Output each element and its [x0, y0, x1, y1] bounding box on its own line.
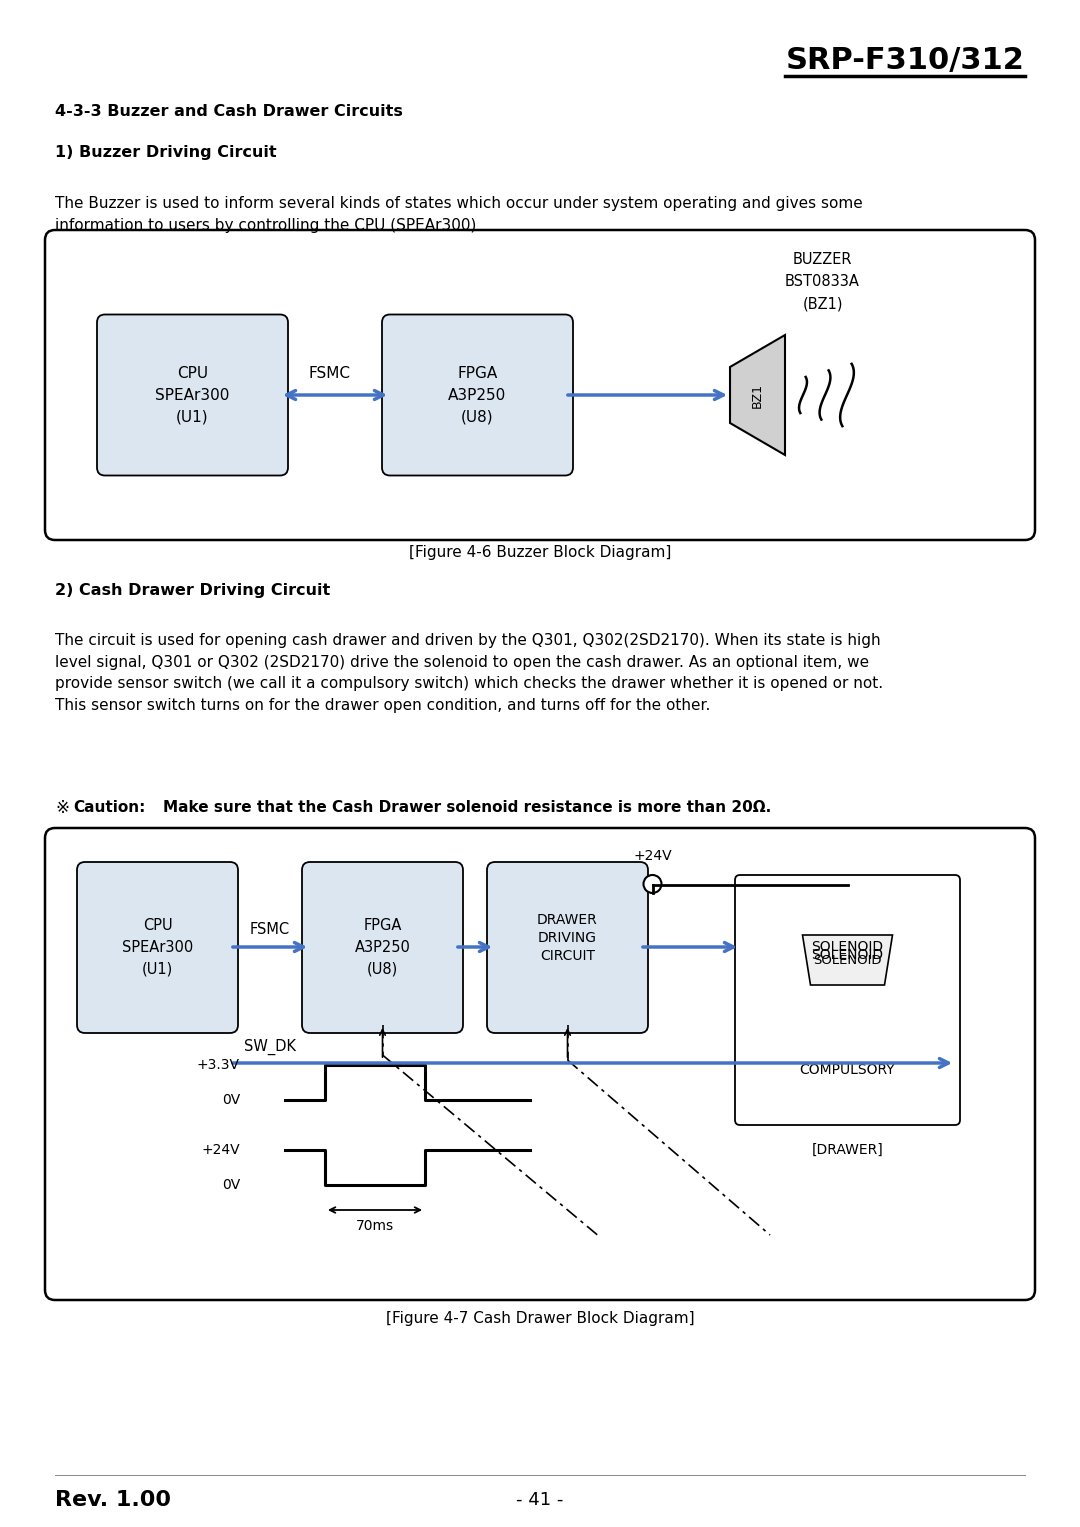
Text: (U1): (U1): [176, 409, 208, 425]
FancyBboxPatch shape: [97, 315, 288, 475]
Text: FSMC: FSMC: [309, 365, 351, 380]
Text: ※: ※: [55, 799, 69, 817]
Text: SOLENOID: SOLENOID: [811, 948, 883, 962]
Text: +3.3V: +3.3V: [197, 1058, 240, 1072]
Text: DRAWER: DRAWER: [537, 913, 598, 927]
Text: SOLENOID: SOLENOID: [811, 941, 883, 954]
Text: (U8): (U8): [461, 409, 494, 425]
Text: BZ1: BZ1: [751, 382, 764, 408]
FancyBboxPatch shape: [748, 886, 947, 1009]
Text: Caution:: Caution:: [73, 800, 146, 815]
Text: 0V: 0V: [221, 1093, 240, 1107]
Polygon shape: [730, 334, 785, 455]
Text: 4-3-3 Buzzer and Cash Drawer Circuits: 4-3-3 Buzzer and Cash Drawer Circuits: [55, 104, 403, 119]
Text: The circuit is used for opening cash drawer and driven by the Q301, Q302(2SD2170: The circuit is used for opening cash dra…: [55, 634, 883, 713]
Text: (U1): (U1): [141, 962, 173, 976]
Text: FPGA: FPGA: [457, 365, 498, 380]
Text: Rev. 1.00: Rev. 1.00: [55, 1490, 171, 1510]
Text: SRP-F310/312: SRP-F310/312: [786, 46, 1025, 75]
Circle shape: [644, 875, 661, 893]
Text: [Figure 4-6 Buzzer Block Diagram]: [Figure 4-6 Buzzer Block Diagram]: [409, 545, 671, 560]
Text: SPEAr300: SPEAr300: [122, 939, 193, 954]
FancyBboxPatch shape: [45, 828, 1035, 1299]
Text: FPGA: FPGA: [363, 918, 402, 933]
Text: A3P250: A3P250: [448, 388, 507, 403]
Text: DRIVING: DRIVING: [538, 931, 597, 945]
Text: CPU: CPU: [177, 365, 208, 380]
Text: SPEAr300: SPEAr300: [156, 388, 230, 403]
Text: +24V: +24V: [633, 849, 672, 863]
Text: - 41 -: - 41 -: [516, 1490, 564, 1509]
Text: [Figure 4-7 Cash Drawer Block Diagram]: [Figure 4-7 Cash Drawer Block Diagram]: [386, 1310, 694, 1325]
Text: [DRAWER]: [DRAWER]: [812, 1144, 883, 1157]
Text: (U8): (U8): [367, 962, 399, 976]
Text: 70ms: 70ms: [356, 1219, 394, 1232]
Text: CPU: CPU: [143, 918, 173, 933]
FancyBboxPatch shape: [487, 863, 648, 1032]
Text: Make sure that the Cash Drawer solenoid resistance is more than 20Ω.: Make sure that the Cash Drawer solenoid …: [163, 800, 771, 815]
FancyBboxPatch shape: [735, 875, 960, 1125]
Text: BUZZER: BUZZER: [793, 252, 852, 267]
Polygon shape: [802, 935, 892, 985]
Text: A3P250: A3P250: [354, 939, 410, 954]
FancyBboxPatch shape: [382, 315, 573, 475]
Text: +24V: +24V: [201, 1144, 240, 1157]
Text: 1) Buzzer Driving Circuit: 1) Buzzer Driving Circuit: [55, 145, 276, 159]
Text: SOLENOID: SOLENOID: [813, 953, 881, 967]
Text: COMPULSORY: COMPULSORY: [799, 1063, 895, 1077]
Text: 0V: 0V: [221, 1177, 240, 1193]
Text: CIRCUIT: CIRCUIT: [540, 948, 595, 964]
Text: The Buzzer is used to inform several kinds of states which occur under system op: The Buzzer is used to inform several kin…: [55, 195, 863, 232]
FancyBboxPatch shape: [45, 231, 1035, 541]
Text: 2) Cash Drawer Driving Circuit: 2) Cash Drawer Driving Circuit: [55, 582, 330, 597]
Text: BST0833A: BST0833A: [785, 275, 860, 290]
FancyBboxPatch shape: [302, 863, 463, 1032]
Text: (BZ1): (BZ1): [802, 296, 842, 312]
Text: SW_DK: SW_DK: [244, 1038, 296, 1055]
FancyBboxPatch shape: [77, 863, 238, 1032]
Text: FSMC: FSMC: [249, 921, 291, 936]
